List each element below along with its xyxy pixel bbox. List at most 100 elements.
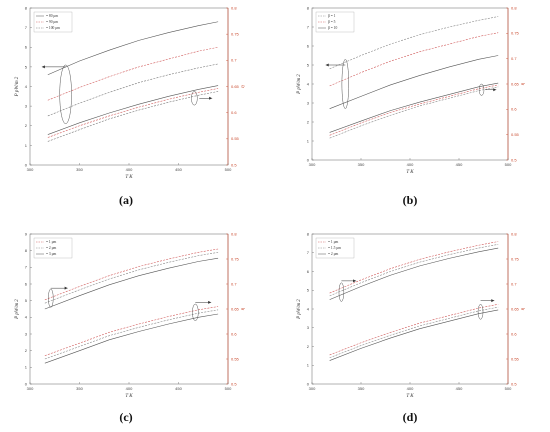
y-tick-label: 1 [25, 365, 28, 370]
y-tick-label: 1 [25, 143, 28, 148]
y-tick-label: 6 [25, 45, 28, 50]
legend-box [33, 11, 73, 33]
group-ellipse [191, 91, 198, 106]
y2-tick-label: 0.65 [511, 81, 520, 86]
y2-tick-label: 0.6 [231, 331, 237, 336]
y-tick-label: 6 [307, 269, 310, 274]
group-ellipse [477, 304, 484, 320]
series-line-3 [329, 55, 499, 109]
y-tick-label: 3 [25, 104, 28, 109]
series-line-2 [47, 46, 219, 101]
group-ellipse [48, 288, 54, 308]
y-axis-label: P pW/m 2 [15, 299, 20, 320]
caption-a: (a) [119, 193, 133, 207]
y2-tick-label: 0.7 [231, 58, 237, 63]
y-tick-label: 5 [307, 288, 310, 293]
y-tick-label: 7 [307, 250, 310, 255]
y-axis-label: P pW/m 2 [297, 74, 302, 95]
legend-entry: = 1.5 μm [328, 246, 341, 250]
y-tick-label: 5 [25, 298, 28, 303]
y2-tick-label: 0.75 [511, 256, 520, 261]
x-axis-label: T K [125, 394, 133, 399]
legend-box [315, 11, 355, 33]
series-line-3 [44, 257, 219, 310]
y-tick-label: 8 [307, 231, 310, 236]
x-tick-label: 500 [505, 162, 512, 167]
legend-entry: = 3 μm [46, 252, 57, 256]
y-tick-label: 0 [25, 381, 28, 386]
x-tick-label: 300 [309, 386, 316, 391]
y2-tick-label: 0.55 [511, 132, 520, 137]
arrow-head [208, 300, 212, 304]
arrow-head [493, 88, 497, 92]
y-tick-label: 1 [307, 363, 310, 368]
y-tick-label: 0 [25, 162, 28, 167]
legend-entry: = 2 μm [46, 246, 57, 250]
y2-tick-label: 0.6 [511, 331, 517, 336]
caption-d: (d) [402, 410, 418, 424]
chart-panel-b: 300 350 400 450 500 0 1 2 3 4 5 6 7 8 0.5 0.55 0.6 0.65 0.… [297, 5, 526, 175]
y-tick-label: 1 [307, 138, 310, 143]
y2-tick-label: 0.5 [231, 381, 237, 386]
y2-axis-label: η [241, 85, 246, 88]
x-tick-label: 400 [126, 386, 133, 391]
x-tick-label: 450 [175, 167, 182, 172]
arrow-head [325, 63, 329, 67]
y2-axis-label: η [521, 82, 526, 85]
x-tick-label: 400 [407, 386, 414, 391]
y2-tick-label: 0.65 [231, 306, 240, 311]
y-tick-label: 0 [307, 381, 310, 386]
series-line-5 [329, 306, 499, 359]
y2-tick-label: 0.8 [511, 5, 517, 10]
y2-tick-label: 0.65 [231, 84, 240, 89]
chart-panel-a: 300 350 400 450 500 0 1 2 3 4 5 6 7 8 0.5 0.55 0.6 0.65 0.… [15, 5, 246, 180]
y-tick-label: 9 [25, 231, 28, 236]
arrow-head [64, 286, 68, 290]
y-tick-label: 5 [25, 64, 28, 69]
y-tick-label: 7 [25, 25, 28, 30]
series-line-2 [44, 252, 219, 304]
chart-panel-d: 300 350 400 450 500 0 1 2 3 4 5 6 7 8 0.5 0.55 0.6 0.65 0.… [297, 231, 526, 399]
x-tick-label: 450 [175, 386, 182, 391]
y-tick-label: 3 [307, 100, 310, 105]
series-line-1 [329, 241, 499, 294]
series-line-4 [329, 82, 499, 133]
y2-tick-label: 0.5 [231, 162, 237, 167]
x-tick-label: 500 [505, 386, 512, 391]
group-ellipse [59, 64, 72, 125]
series-line-1 [44, 248, 219, 301]
y2-tick-label: 0.55 [231, 136, 240, 141]
group-ellipse [341, 59, 349, 109]
legend-entry: = 2 μm [328, 252, 339, 256]
y2-tick-label: 0.55 [231, 356, 240, 361]
series-line-6 [329, 309, 499, 361]
x-tick-label: 350 [76, 386, 83, 391]
y2-tick-label: 0.75 [231, 32, 240, 37]
arrow-head [491, 299, 495, 303]
y-axis-label: P pW/m 2 [297, 299, 302, 320]
y-tick-label: 3 [25, 331, 28, 336]
series-line-3 [47, 63, 219, 117]
y-tick-label: 5 [307, 62, 310, 67]
x-tick-label: 300 [27, 386, 34, 391]
x-tick-label: 500 [225, 386, 232, 391]
group-ellipse [478, 83, 485, 96]
y-tick-label: 8 [25, 5, 28, 10]
y2-tick-label: 0.75 [231, 256, 240, 261]
y2-tick-label: 0.8 [231, 5, 237, 10]
group-ellipse [192, 303, 199, 321]
series-line-1 [47, 21, 219, 76]
caption-b: (b) [402, 193, 418, 207]
y-axis-label: P pW/m 2 [15, 76, 20, 97]
y2-tick-label: 0.55 [511, 356, 520, 361]
y2-tick-label: 0.5 [511, 157, 517, 162]
y2-axis-label: η [521, 307, 526, 310]
y-tick-label: 7 [25, 265, 28, 270]
y2-tick-label: 0.6 [231, 110, 237, 115]
series-line-1 [329, 16, 499, 70]
y2-tick-label: 0.8 [511, 231, 517, 236]
series-line-4 [44, 306, 219, 356]
legend-entry: = 1 μm [328, 240, 339, 244]
caption-c: (c) [119, 410, 133, 424]
group-ellipse [338, 282, 345, 302]
